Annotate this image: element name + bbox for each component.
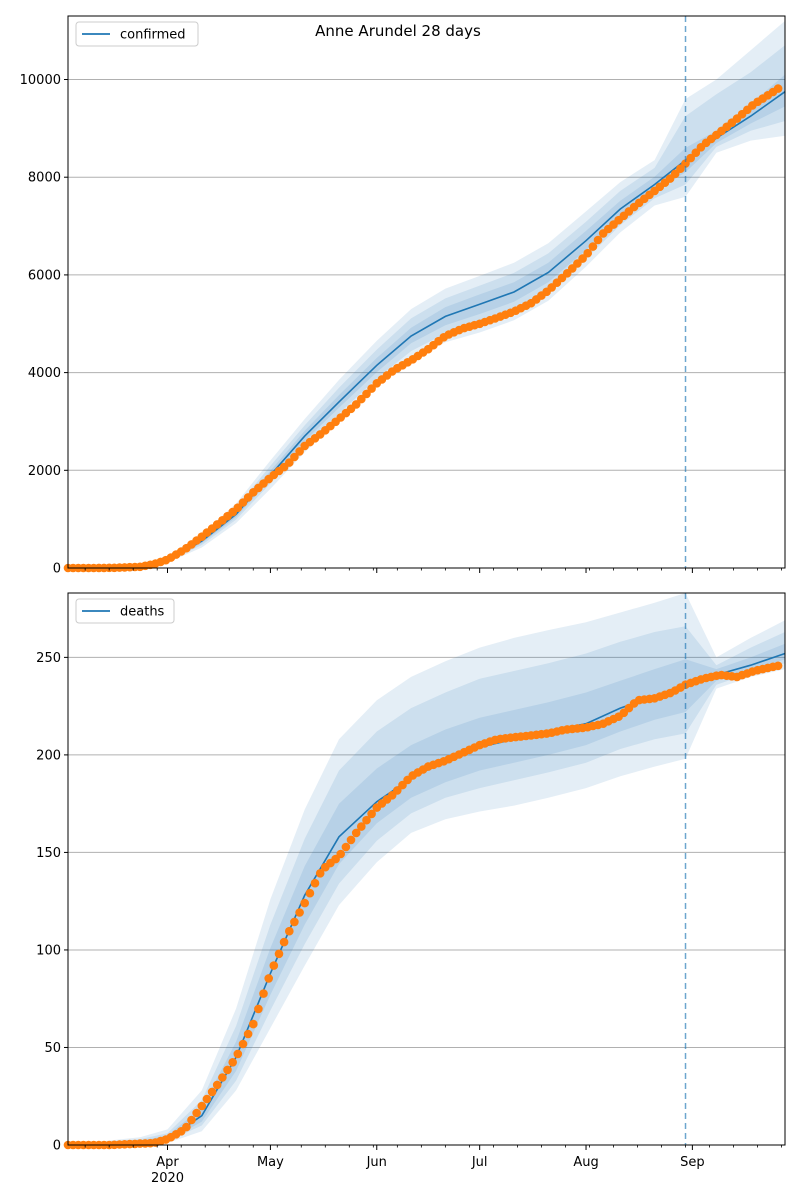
uncertainty-band xyxy=(68,643,785,1145)
observed-point xyxy=(295,447,304,456)
axes-frame xyxy=(67,15,786,569)
uncertainty-band xyxy=(68,593,785,1145)
observed-point xyxy=(218,1073,227,1082)
observed-point xyxy=(773,84,783,93)
observed-point xyxy=(290,917,299,927)
y-tick-label: 8000 xyxy=(28,171,61,186)
uncertainty-band xyxy=(68,45,785,569)
observed-point xyxy=(285,458,294,467)
observed-point xyxy=(367,809,376,819)
observed-point xyxy=(351,828,361,838)
observed-point xyxy=(274,949,284,959)
y-tick-label: 50 xyxy=(44,1041,61,1056)
observed-point xyxy=(310,878,320,888)
figure-title: Anne Arundel 28 days xyxy=(315,22,481,40)
y-tick-label: 250 xyxy=(36,651,61,666)
observed-point xyxy=(315,869,325,878)
uncertainty-band xyxy=(68,626,785,1145)
legend-box xyxy=(75,21,199,47)
observed-point xyxy=(367,384,376,393)
observed-point xyxy=(264,974,274,983)
observed-point xyxy=(212,1080,222,1090)
observed-point xyxy=(588,242,598,251)
x-tick-label: May xyxy=(257,1155,284,1170)
observed-point xyxy=(290,452,299,462)
observed-point xyxy=(279,937,289,947)
legend-box xyxy=(75,598,175,624)
uncertainty-band xyxy=(68,20,785,568)
observed-point xyxy=(583,248,592,258)
y-tick-label: 0 xyxy=(53,1139,61,1154)
y-tick-label: 2000 xyxy=(28,464,61,479)
observed-point xyxy=(243,1029,253,1039)
x-tick-label: Sep xyxy=(680,1155,705,1170)
axes-frame xyxy=(67,592,786,1146)
observed-point xyxy=(254,1004,263,1014)
observed-point xyxy=(341,842,351,852)
observed-point xyxy=(233,503,243,512)
x-tick-label: Jun xyxy=(366,1155,387,1170)
legend-label: confirmed xyxy=(120,28,186,43)
observed-point xyxy=(691,148,701,157)
y-tick-label: 4000 xyxy=(28,366,61,381)
observed-point xyxy=(207,1087,217,1097)
y-tick-label: 100 xyxy=(36,943,61,958)
observed-point xyxy=(773,661,783,671)
observed-point xyxy=(346,835,356,845)
y-tick-label: 150 xyxy=(36,846,61,861)
y-tick-label: 6000 xyxy=(28,268,61,283)
observed-point xyxy=(259,989,268,998)
observed-point xyxy=(351,400,361,409)
y-tick-label: 0 xyxy=(53,562,61,577)
observed-point xyxy=(187,1115,196,1125)
observed-point xyxy=(357,394,366,404)
observed-point xyxy=(249,1019,258,1029)
uncertainty-band xyxy=(68,74,785,568)
observed-point xyxy=(578,254,587,263)
observed-point xyxy=(357,822,366,831)
confirmed-panel: 0 2000 4000 6000 8000 10000 confirmed xyxy=(20,15,786,577)
observed-point xyxy=(393,786,402,795)
y-tick-label: 200 xyxy=(36,748,61,763)
x-tick-label: Aug xyxy=(573,1155,598,1170)
observed-point xyxy=(300,898,310,908)
observed-point xyxy=(182,1122,191,1132)
x-tick-sublabel: 2020 xyxy=(151,1171,184,1186)
legend-label: deaths xyxy=(120,605,165,620)
observed-point xyxy=(681,159,690,168)
observed-point xyxy=(686,153,695,163)
observed-point xyxy=(305,888,315,898)
observed-point xyxy=(295,908,304,917)
observed-point xyxy=(223,1065,232,1075)
x-tick-label: Jul xyxy=(471,1155,488,1170)
observed-point xyxy=(228,1058,237,1067)
observed-point xyxy=(238,1039,248,1049)
x-tick-label: Apr xyxy=(156,1155,179,1170)
observed-point xyxy=(233,1049,243,1059)
observed-point xyxy=(269,961,279,970)
observed-point xyxy=(336,849,346,859)
observed-point xyxy=(285,926,294,936)
observed-point xyxy=(362,389,371,399)
observed-point xyxy=(197,1101,207,1111)
y-tick-label: 10000 xyxy=(20,73,61,88)
observed-point xyxy=(593,235,603,245)
observed-point xyxy=(202,1094,212,1104)
observed-point xyxy=(362,815,371,825)
observed-point xyxy=(192,1108,201,1118)
